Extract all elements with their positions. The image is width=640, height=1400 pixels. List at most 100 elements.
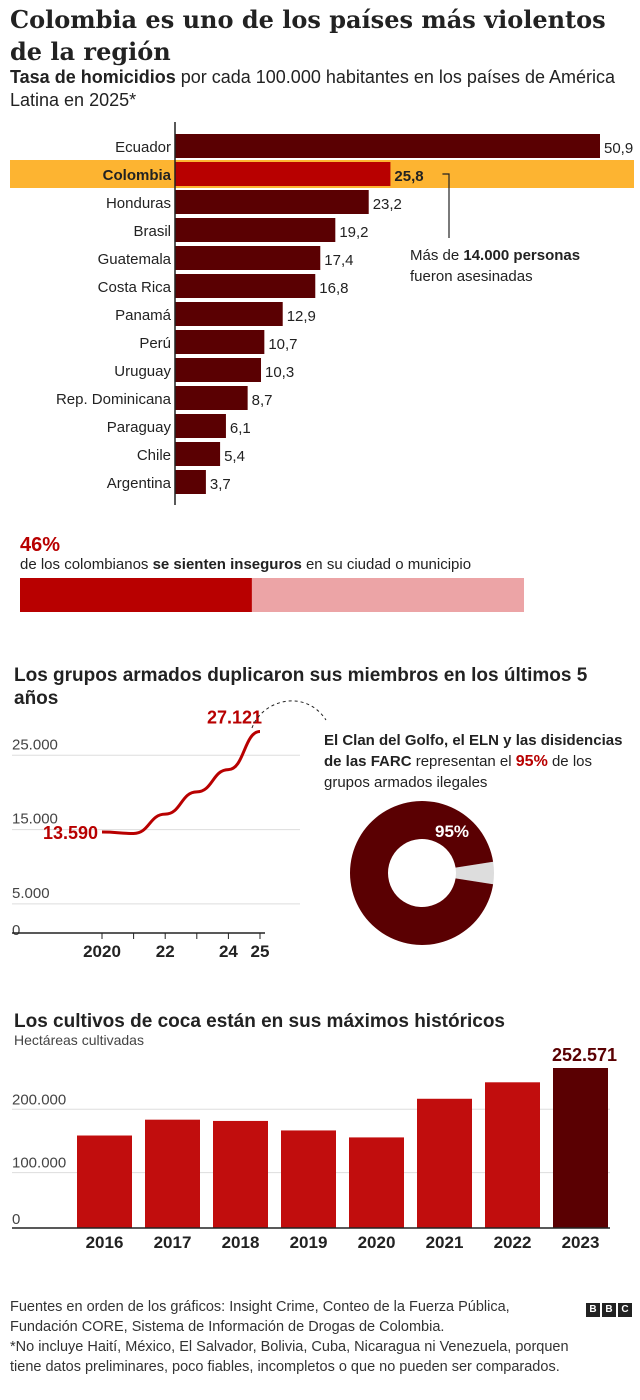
insecurity-bar	[20, 578, 524, 612]
x-tick-label: 2016	[86, 1233, 124, 1252]
x-tick-label: 2017	[154, 1233, 192, 1252]
bar-value-label: 10,3	[265, 364, 294, 381]
y-tick-label: 100.000	[12, 1155, 66, 1172]
homicide-chart: Ecuador 50,9 Colombia 25,8 Honduras 23,2 Brasi…	[10, 122, 634, 505]
donut-label: 95%	[435, 822, 469, 841]
coca-chart: 200.000 100.000 0 2016 2017 2018 2019 2020 2021 2…	[12, 1045, 617, 1252]
armed-groups-annotation-bold: El Clan del Golfo, el ELN y las disidenc…	[324, 732, 623, 770]
x-tick-label: 2020	[83, 942, 121, 961]
annotation-connector	[442, 173, 450, 238]
coca-title: Los cultivos de coca están en sus máximo…	[14, 1011, 506, 1032]
bar-category-label: Honduras	[106, 195, 171, 212]
x-tick-label: 2019	[290, 1233, 328, 1252]
line-start-label: 13.590	[43, 823, 98, 843]
bar	[175, 162, 391, 186]
homicide-annotation: Más de 14.000 personas fueron asesinadas	[410, 245, 580, 287]
chart-subtitle: Tasa de homicidios por cada 100.000 habi…	[10, 66, 620, 112]
bar-category-label: Perú	[139, 335, 171, 352]
bar-category-label: Costa Rica	[98, 279, 172, 296]
bar	[145, 1119, 200, 1228]
bar	[175, 274, 316, 298]
footer-sources: Fuentes en orden de los gráficos: Insigh…	[10, 1299, 510, 1335]
bar-value-label: 10,7	[268, 336, 297, 353]
homicide-annotation-prefix: Más de	[410, 247, 464, 264]
coca-subtitle: Hectáreas cultivadas	[14, 1032, 144, 1048]
y-tick-label: 200.000	[12, 1091, 66, 1108]
bar-category-label: Paraguay	[107, 419, 172, 436]
bar	[175, 218, 336, 242]
bar	[175, 442, 221, 466]
donut-slice-remaining	[455, 861, 494, 885]
bar	[175, 330, 265, 354]
insecurity-text-post: en su ciudad o municipio	[301, 556, 472, 573]
insecurity-text-bold: se sienten inseguros	[152, 556, 302, 573]
x-tick-label: 22	[156, 942, 175, 961]
bar	[175, 302, 283, 326]
bar-value-label: 17,4	[324, 252, 353, 269]
bbc-logo-letter: C	[618, 1303, 632, 1317]
insecurity-percent: 46%	[20, 534, 61, 556]
series-line	[101, 730, 261, 835]
bar-value-label: 12,9	[287, 308, 316, 325]
x-tick-label: 2021	[426, 1233, 464, 1252]
bar	[175, 246, 321, 270]
bar-category-label: Guatemala	[98, 251, 172, 268]
insecurity-bar-fill	[20, 578, 252, 612]
bar-value-label: 50,9	[604, 140, 633, 157]
bar	[175, 190, 369, 214]
y-tick-label: 0	[12, 1211, 20, 1228]
bbc-logo-letter: B	[586, 1303, 600, 1317]
subtitle-rest: por cada 100.000 habitantes en los paíse…	[10, 67, 616, 110]
bar-category-label: Uruguay	[114, 363, 171, 380]
bar-value-label: 25,8	[394, 168, 423, 185]
bar-value-label: 16,8	[319, 280, 348, 297]
bar	[175, 470, 206, 494]
y-tick-label: 5.000	[12, 885, 50, 902]
bbc-logo: B B C	[586, 1303, 632, 1317]
insecurity-text-pre: de los colombianos	[20, 556, 153, 573]
line-end-label: 27.121	[207, 708, 262, 728]
bar-value-label: 23,2	[373, 196, 402, 213]
bar-category-label: Panamá	[115, 307, 172, 324]
bar-category-label: Rep. Dominicana	[56, 391, 172, 408]
bar	[553, 1068, 608, 1228]
bar	[175, 134, 600, 158]
bar-value-label: 5,4	[224, 448, 245, 465]
x-tick-label: 24	[219, 942, 238, 961]
x-tick-label: 2022	[494, 1233, 532, 1252]
footer-note: *No incluye Haití, México, El Salvador, …	[10, 1339, 569, 1375]
y-tick-label: 0	[12, 922, 20, 939]
y-tick-label: 15.000	[12, 811, 58, 828]
armed-groups-annotation-mid: representan el	[411, 753, 516, 770]
armed-groups-annotation: El Clan del Golfo, el ELN y las disidenc…	[324, 730, 624, 793]
bar	[175, 414, 226, 438]
bar	[485, 1082, 540, 1228]
bar-category-label: Argentina	[107, 475, 172, 492]
bbc-logo-letter: B	[602, 1303, 616, 1317]
armed-groups-annotation-pct: 95%	[515, 753, 548, 770]
donut-slice-main	[349, 801, 494, 945]
subtitle-bold: Tasa de homicidios	[10, 67, 176, 87]
x-tick-label: 25	[251, 942, 270, 961]
armed-groups-title: Los grupos armados duplicaron sus miembr…	[14, 665, 588, 709]
armed-groups-annotation-post: de los grupos armados ilegales	[324, 753, 592, 791]
bar	[175, 358, 262, 382]
annotation-connector	[251, 700, 327, 729]
bar-category-label: Colombia	[103, 167, 172, 184]
bar-category-label: Brasil	[133, 223, 171, 240]
bar-category-label: Chile	[137, 447, 171, 464]
x-tick-label: 2023	[562, 1233, 600, 1252]
armed-groups-chart: 25.000 15.000 5.000 0 2020 22 24 25 13.590 27.121…	[12, 700, 494, 961]
page-title: Colombia es uno de los países más violen…	[10, 5, 606, 66]
footer: Fuentes en orden de los gráficos: Insigh…	[10, 1297, 570, 1377]
insecurity-text: de los colombianos se sienten inseguros …	[20, 556, 471, 573]
bar	[213, 1120, 268, 1228]
y-tick-label: 25.000	[12, 736, 58, 753]
bar-value-label: 3,7	[210, 476, 231, 493]
bar-value-label: 19,2	[339, 224, 368, 241]
bar	[77, 1135, 132, 1228]
bar-value-label: 6,1	[230, 420, 251, 437]
bar-value-label: 8,7	[252, 392, 273, 409]
bar	[417, 1098, 472, 1228]
homicide-annotation-bold: 14.000 personas	[463, 247, 581, 264]
